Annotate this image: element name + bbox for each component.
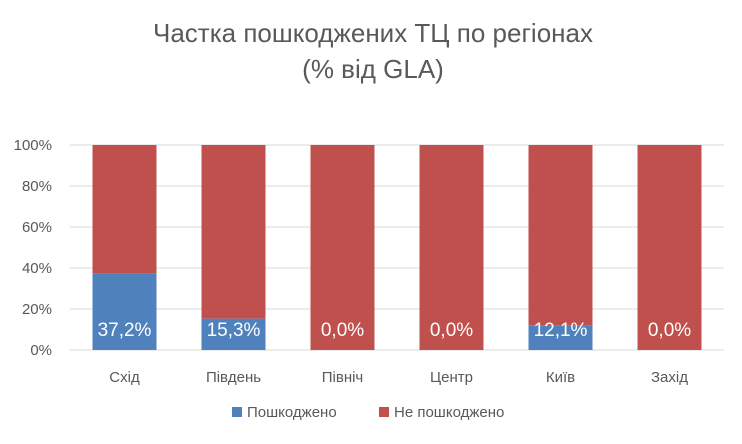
bar-not-damaged [528,145,593,326]
bar-not-damaged [637,145,702,350]
data-label: 0,0% [321,320,364,341]
x-tick-label: Північ [322,369,364,386]
x-tick-label: Центр [430,369,473,386]
data-label: 12,1% [534,320,588,341]
bar-damaged [528,325,593,350]
bar-not-damaged [92,145,157,274]
data-label: 0,0% [648,320,691,341]
bar-not-damaged [201,145,266,319]
bar-damaged [201,318,266,350]
y-tick-label: 40% [22,260,52,277]
legend: Пошкоджено Не пошкоджено [232,404,504,421]
bar-damaged [92,273,157,350]
legend-label-not-damaged: Не пошкоджено [394,404,504,421]
gridlines [70,144,724,351]
bars: 37,2% 15,3% 0,0% 0,0% 12,1% 0,0% [92,145,702,350]
y-tick-label: 60% [22,219,52,236]
legend-swatch-damaged [232,407,242,417]
x-tick-label: Київ [546,369,575,386]
legend-label-damaged: Пошкоджено [247,404,337,421]
data-label: 0,0% [430,320,473,341]
data-label: 15,3% [207,320,261,341]
y-axis-ticks: 0% 20% 40% 60% 80% 100% [14,137,52,359]
x-axis-labels: Схід Південь Північ Центр Київ Захід [109,369,688,386]
y-tick-label: 100% [14,137,52,154]
y-tick-label: 0% [30,342,52,359]
chart-title: Частка пошкоджених ТЦ по регіонах [153,18,593,48]
bar-not-damaged [310,145,375,350]
chart-subtitle: (% від GLA) [302,54,444,84]
y-tick-label: 80% [22,178,52,195]
bar-not-damaged [419,145,484,350]
x-tick-label: Захід [651,369,688,386]
x-tick-label: Схід [109,369,140,386]
data-label: 37,2% [98,320,152,341]
x-tick-label: Південь [206,369,261,386]
legend-swatch-not-damaged [379,407,389,417]
y-tick-label: 20% [22,301,52,318]
